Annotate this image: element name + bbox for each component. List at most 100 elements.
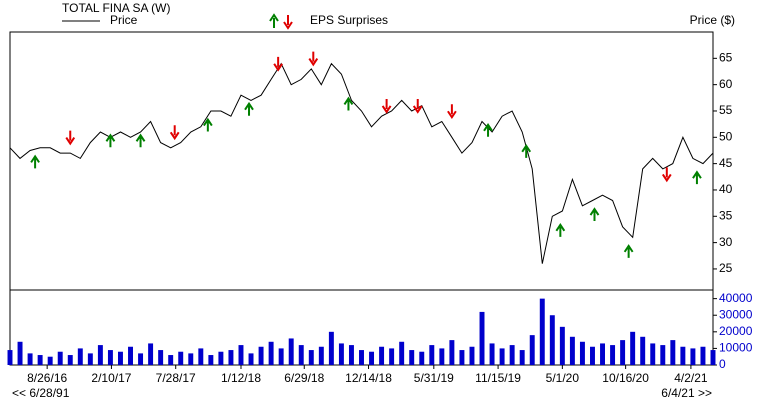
start-label: << 6/28/91	[12, 386, 70, 400]
y-tick-label: 60	[719, 77, 733, 91]
x-tick-label: 7/28/17	[156, 371, 196, 385]
volume-bar	[268, 341, 274, 365]
y-tick-label: 50	[719, 129, 733, 143]
volume-bar	[138, 353, 144, 365]
volume-bar	[489, 343, 495, 365]
volume-bar	[308, 350, 314, 365]
legend-down-arrow	[283, 15, 293, 30]
eps-arrow	[692, 170, 702, 185]
volume-bar	[379, 346, 385, 365]
eps-arrow	[623, 244, 634, 258]
volume-bar	[569, 336, 575, 365]
eps-arrow	[589, 207, 600, 222]
volume-bar	[248, 353, 254, 365]
eps-arrow	[273, 56, 283, 72]
price-line	[9, 62, 714, 264]
volume-bar	[630, 331, 636, 365]
volume-bar	[519, 350, 525, 365]
x-tick-label: 11/15/19	[475, 371, 521, 385]
volume-bar	[419, 351, 425, 365]
volume-bar	[288, 338, 294, 365]
y-axis-label: Price ($)	[690, 13, 735, 27]
y-tick-label: 30	[719, 235, 733, 249]
volume-bar	[680, 346, 686, 365]
volume-bar	[97, 345, 103, 365]
volume-bar	[600, 343, 606, 365]
volume-bar	[218, 351, 224, 365]
volume-bar	[117, 351, 123, 365]
volume-bar	[107, 350, 113, 365]
volume-bar	[238, 345, 244, 365]
volume-tick-label: 40000	[719, 291, 753, 305]
eps-arrow	[521, 144, 532, 158]
volume-bar	[559, 326, 565, 365]
volume-bar	[710, 350, 716, 365]
eps-arrow	[30, 154, 40, 169]
volume-bar	[700, 346, 706, 365]
volume-bar	[348, 345, 354, 365]
volume-bar	[57, 351, 63, 365]
x-tick-label: 10/16/20	[602, 371, 649, 385]
x-tick-label: 1/12/18	[221, 371, 261, 385]
volume-bar	[7, 350, 13, 365]
eps-arrow	[555, 223, 566, 237]
volume-bar	[148, 343, 154, 365]
volume-bar	[77, 348, 83, 365]
volume-bar	[178, 351, 184, 365]
volume-bar	[128, 346, 133, 365]
volume-bar	[258, 346, 264, 365]
volume-bar	[479, 311, 485, 365]
volume-bar	[670, 340, 676, 365]
eps-arrow	[169, 125, 180, 141]
volume-bar	[168, 355, 174, 365]
volume-bar	[338, 343, 344, 365]
volume-bar	[590, 346, 595, 365]
volume-bar	[429, 345, 435, 365]
volume-bar	[158, 350, 164, 365]
volume-bar	[529, 335, 535, 365]
volume-bar	[228, 350, 234, 365]
eps-arrow	[447, 104, 457, 120]
volume-bar	[369, 351, 375, 365]
legend-eps: EPS Surprises	[310, 13, 388, 27]
eps-arrow	[343, 96, 354, 111]
x-tick-label: 6/29/18	[284, 371, 324, 385]
volume-bar	[37, 355, 43, 365]
x-tick-label: 5/1/20	[546, 371, 580, 385]
volume-bar	[439, 348, 445, 365]
volume-bar	[469, 346, 475, 365]
volume-bar	[27, 353, 33, 365]
volume-bar	[660, 345, 666, 365]
volume-bar	[188, 353, 194, 365]
x-tick-label: 2/10/17	[91, 371, 131, 385]
volume-bar	[509, 345, 515, 365]
y-tick-label: 40	[719, 182, 733, 196]
volume-bar	[650, 343, 656, 365]
volume-bar	[549, 315, 555, 365]
eps-arrow	[412, 98, 423, 114]
x-tick-label: 4/2/21	[674, 371, 708, 385]
volume-tick-label: 10000	[719, 341, 753, 355]
volume-bar	[399, 341, 405, 365]
legend-up-arrow	[269, 13, 279, 28]
volume-bar	[539, 298, 545, 365]
volume-bar	[449, 340, 455, 365]
x-tick-label: 5/31/19	[414, 371, 454, 385]
eps-arrow	[308, 51, 319, 67]
volume-bar	[47, 356, 53, 365]
volume-bar	[620, 340, 626, 365]
eps-arrow	[105, 133, 116, 148]
volume-bar	[610, 345, 616, 365]
volume-bar	[359, 350, 364, 365]
volume-bar	[87, 353, 93, 365]
eps-arrow	[135, 133, 146, 148]
volume-bar	[17, 341, 23, 365]
volume-bar	[690, 348, 696, 365]
x-tick-label: 8/26/16	[27, 371, 67, 385]
volume-bar	[198, 348, 204, 365]
y-tick-label: 35	[719, 208, 733, 222]
volume-bar	[318, 346, 324, 365]
eps-arrow	[244, 101, 254, 116]
plot-frame	[9, 31, 714, 366]
